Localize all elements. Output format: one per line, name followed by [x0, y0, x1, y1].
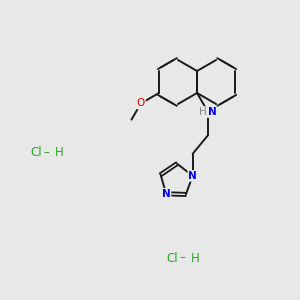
Text: O: O — [137, 98, 145, 108]
Text: Cl: Cl — [167, 251, 178, 265]
Text: H: H — [199, 107, 206, 117]
Text: N: N — [208, 107, 216, 117]
Text: N: N — [188, 171, 197, 181]
Text: N: N — [162, 189, 170, 199]
Text: H: H — [191, 251, 200, 265]
Text: H: H — [55, 146, 64, 160]
Text: –: – — [43, 146, 49, 160]
Text: –: – — [179, 251, 185, 265]
Text: Cl: Cl — [30, 146, 42, 160]
